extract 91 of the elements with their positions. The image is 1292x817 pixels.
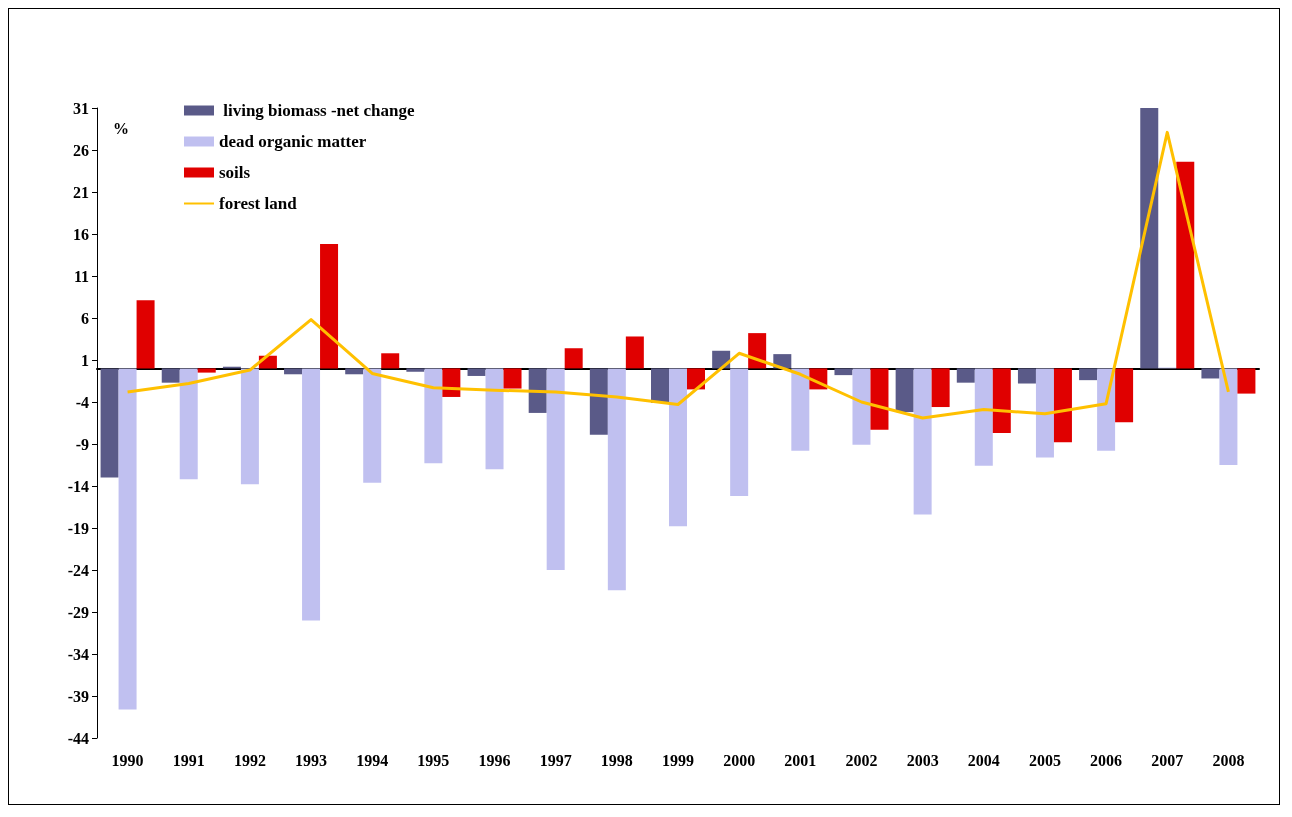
x-tick-label: 2000: [723, 751, 756, 769]
bar: [1035, 368, 1054, 458]
bar: [895, 368, 914, 413]
y-tick-label: 1: [81, 351, 89, 369]
x-tick-label: 2003: [906, 751, 939, 769]
x-tick-label: 1994: [356, 751, 389, 769]
bar: [834, 368, 853, 376]
x-tick-label: 2004: [967, 751, 1000, 769]
bar: [931, 368, 950, 408]
y-tick-label: -9: [75, 435, 89, 453]
x-tick-label: 1996: [478, 751, 511, 769]
bar: [363, 368, 382, 483]
bar: [589, 368, 608, 435]
x-tick-label: 1992: [233, 751, 266, 769]
y-tick-label: -39: [67, 687, 89, 705]
bar: [406, 368, 425, 372]
bar: [852, 368, 871, 445]
x-tick-label: 2008: [1212, 751, 1245, 769]
bar: [730, 368, 749, 497]
bar: [161, 368, 180, 383]
x-tick-label: 1999: [662, 751, 694, 769]
bar: [748, 333, 767, 369]
y-tick-label: -44: [67, 729, 89, 747]
bar: [118, 368, 137, 710]
bar: [345, 368, 364, 375]
bar: [240, 368, 259, 485]
bar: [956, 368, 975, 383]
x-tick-label: 1995: [417, 751, 450, 769]
legend-label: forest land: [219, 194, 298, 213]
bar: [1097, 368, 1116, 451]
bar: [179, 368, 198, 480]
y-axis-title: %: [113, 119, 129, 137]
bar: [1053, 368, 1072, 443]
bar: [136, 300, 155, 369]
legend-label: living biomass -net change: [219, 101, 415, 120]
bar: [1201, 368, 1220, 379]
y-tick-label: -34: [67, 645, 89, 663]
x-tick-label: 1998: [600, 751, 633, 769]
bar: [607, 368, 626, 591]
bar: [424, 368, 443, 464]
bar: [1079, 368, 1098, 381]
bar: [1140, 108, 1159, 369]
bar: [992, 368, 1011, 434]
bar: [625, 336, 644, 369]
bar: [1017, 368, 1036, 384]
bar: [651, 368, 669, 403]
bar: [669, 368, 687, 527]
bar: [197, 368, 216, 373]
bar: [913, 368, 932, 515]
y-tick-label: -24: [67, 561, 89, 579]
y-tick-label: 31: [73, 99, 89, 117]
x-tick-label: 1990: [111, 751, 144, 769]
bar: [687, 368, 705, 390]
bar: [302, 368, 321, 621]
bar: [564, 348, 583, 369]
bar: [503, 368, 522, 389]
bar: [100, 368, 119, 478]
x-tick-label: 2007: [1151, 751, 1184, 769]
bar: [546, 368, 565, 570]
y-tick-label: 16: [73, 225, 89, 243]
bar: [284, 368, 303, 375]
bar: [1219, 368, 1238, 465]
x-tick-label: 1997: [539, 751, 572, 769]
y-tick-label: 6: [81, 309, 89, 327]
bar: [320, 244, 339, 369]
y-tick-label: 11: [73, 267, 89, 285]
bar: [974, 368, 993, 466]
x-tick-label: 2002: [845, 751, 878, 769]
bar: [485, 368, 504, 470]
y-tick-label: -4: [75, 393, 89, 411]
y-tick-label: -14: [67, 477, 89, 495]
y-tick-label: 26: [73, 141, 89, 159]
bar: [1237, 368, 1256, 394]
x-tick-label: 1991: [172, 751, 205, 769]
line-series: [126, 130, 1230, 420]
bar: [381, 353, 400, 369]
bar: [467, 368, 486, 376]
bar: [1115, 368, 1134, 423]
x-tick-label: 2001: [784, 751, 817, 769]
legend-label: dead organic matter: [219, 132, 367, 151]
bar: [528, 368, 547, 413]
legend-label: soils: [219, 163, 251, 182]
y-tick-label: 21: [73, 183, 89, 201]
bar: [870, 368, 889, 430]
x-tick-label: 1993: [295, 751, 328, 769]
y-tick-label: -29: [67, 603, 89, 621]
bar: [1176, 161, 1195, 369]
bar: [791, 368, 810, 451]
x-tick-label: 2006: [1090, 751, 1123, 769]
x-tick-label: 2005: [1028, 751, 1061, 769]
y-tick-label: -19: [67, 519, 89, 537]
